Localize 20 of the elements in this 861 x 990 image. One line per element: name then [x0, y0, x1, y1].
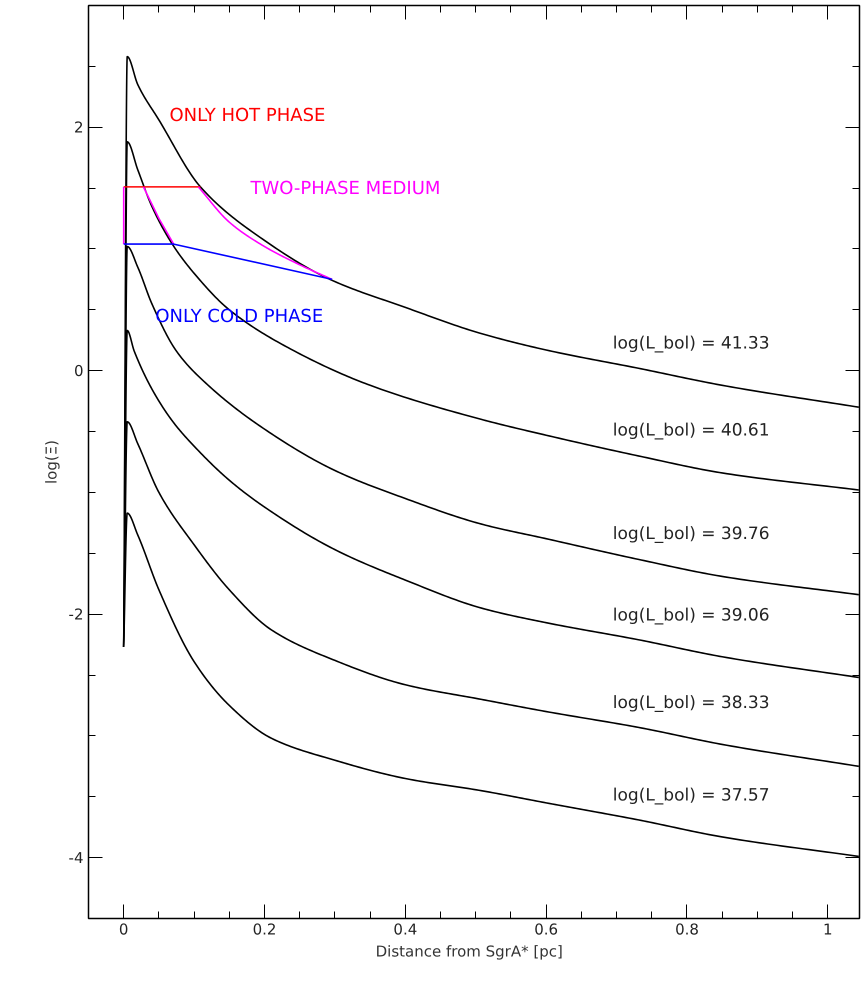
series-label: TWO-PHASE MEDIUM: [249, 178, 440, 200]
y-axis-title: log(Ξ): [42, 440, 61, 484]
series-label: log(L_bol) = 39.06: [612, 605, 770, 626]
x-tick-label: 0.8: [675, 920, 699, 938]
y-tick-label: 0: [74, 362, 84, 380]
x-tick-label: 0.6: [534, 920, 558, 938]
series-label: log(L_bol) = 40.61: [612, 420, 770, 440]
x-tick-label: 0.2: [252, 920, 276, 938]
y-tick-label: 2: [74, 118, 84, 137]
x-tick-label: 1: [823, 920, 833, 938]
x-tick-label: 0.4: [393, 920, 418, 938]
text: ONLY HOT PHASE: [169, 105, 326, 126]
series-label: log(L_bol) = 41.33: [612, 333, 770, 354]
x-tick-label: 0: [118, 920, 128, 938]
series-label: log(L_bol) = 37.57: [612, 785, 770, 806]
y-tick-label: -4: [68, 849, 84, 868]
series-label: log(L_bol) = 39.76: [612, 524, 770, 544]
x-axis-title: Distance from SgrA* [pc]: [376, 942, 563, 960]
series-label: log(L_bol) = 38.33: [612, 693, 770, 714]
y-tick-label: -2: [68, 606, 84, 624]
